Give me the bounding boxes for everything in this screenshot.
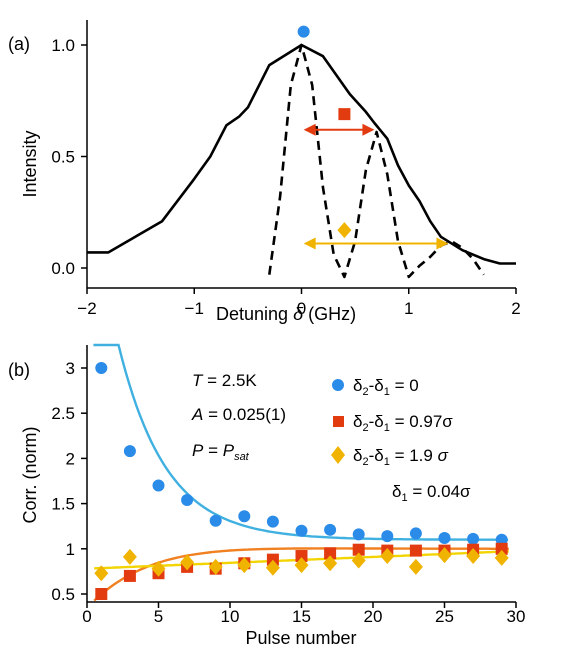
- panel-b-point-square: [95, 588, 108, 600]
- legend-marker-diamond: [331, 446, 345, 464]
- panel-a-arrow-head-right: [436, 237, 449, 250]
- panel-a-arrow-head-right: [362, 123, 375, 136]
- panel-a-x-tick-label: 1: [404, 299, 413, 318]
- panel-b-point-diamond: [151, 560, 166, 577]
- panel-a-y-tick-label: 0.5: [51, 148, 75, 167]
- panel-a-x-axis-label: Detuning δ (GHz): [216, 304, 356, 324]
- panel-b: (b) 0 5 10 15 20 25 30 0.5 1 1.5 2 2.5 3 Pulse numbe…: [8, 343, 525, 648]
- panel-b-point-circle: [381, 530, 394, 543]
- panel-b-y-tick-label: 3: [66, 359, 75, 378]
- panel-a-dashed-curve: [268, 43, 485, 279]
- panel-b-y-tick-label: 0.5: [51, 585, 75, 604]
- panel-b-y-tick-label: 1: [66, 540, 75, 559]
- annotation-temperature: T = 2.5K: [192, 371, 257, 390]
- panel-b-point-diamond: [180, 554, 195, 571]
- panel-b-x-tick-label: 25: [435, 607, 454, 626]
- annotation-delta1: δ1 = 0.04σ: [392, 482, 471, 504]
- panel-b-point-diamond: [94, 565, 109, 582]
- panel-b-point-circle: [352, 528, 365, 541]
- panel-b-x-tick-label: 10: [221, 607, 240, 626]
- panel-b-point-circle: [238, 510, 251, 523]
- panel-b-point-diamond: [294, 557, 309, 574]
- panel-a-x-tick-label: 0: [297, 299, 306, 318]
- panel-b-y-tick-label: 1.5: [51, 495, 75, 514]
- panel-a-y-tick-label: 1.0: [51, 36, 75, 55]
- legend-marker-circle: [332, 379, 344, 391]
- legend: δ2-δ1 = 0 δ2-δ1 = 0.97σ δ2-δ1 = 1.9 σ: [331, 376, 453, 468]
- panel-b-point-square: [295, 550, 308, 563]
- panel-b-point-square: [352, 543, 365, 556]
- panel-a-ticks: −2 −1 0 1 2 0.0 0.5 1.0: [51, 36, 520, 318]
- panel-b-x-tick-label: 5: [154, 607, 163, 626]
- legend-marker-square: [333, 416, 344, 427]
- panel-b-point-square: [123, 569, 136, 582]
- panel-b-point-circle: [495, 533, 508, 546]
- panel-b-point-square: [409, 544, 422, 557]
- panel-a-label: (a): [8, 34, 30, 54]
- panel-a-x-tick-label: −1: [185, 299, 204, 318]
- panel-b-x-tick-label: 30: [507, 607, 526, 626]
- panel-b-point-diamond: [122, 548, 137, 565]
- panel-a-arrow-head-left: [303, 123, 316, 136]
- panel-a-markers: [297, 25, 449, 250]
- panel-b-point-diamond: [437, 547, 452, 564]
- panel-a: (a) −2 −1 0 1 2 0.0 0.5 1.0 Detuning δ (GHz) In…: [8, 20, 521, 324]
- panel-a-solid-curve: [87, 43, 516, 265]
- panel-b-point-diamond: [408, 558, 423, 575]
- panel-b-point-diamond: [466, 548, 481, 565]
- panel-b-point-circle: [467, 532, 480, 545]
- panel-b-point-circle: [295, 524, 308, 537]
- panel-b-y-axis-label: Corr. (norm): [20, 426, 40, 523]
- panel-a-arrow: [303, 123, 375, 136]
- panel-a-y-tick-label: 0.0: [51, 259, 75, 278]
- panel-b-y-tick-label: 2.5: [51, 404, 75, 423]
- panel-b-point-circle: [123, 445, 136, 458]
- panel-b-point-square: [324, 547, 337, 560]
- panel-b-point-diamond: [323, 555, 338, 572]
- panel-a-marker-diamond: [337, 222, 352, 239]
- panel-b-point-diamond: [265, 559, 280, 576]
- panel-a-curves: [87, 43, 516, 279]
- panel-b-point-diamond: [351, 552, 366, 569]
- panel-a-x-tick-label: 2: [511, 299, 520, 318]
- legend-label-2: δ2-δ1 = 0.97σ: [353, 412, 453, 434]
- panel-a-y-axis-label: Intensity: [20, 130, 40, 197]
- legend-label-1: δ2-δ1 = 0: [353, 376, 419, 398]
- annotation-power: P = Psat: [192, 441, 250, 463]
- panel-b-x-axis-label: Pulse number: [245, 628, 356, 648]
- panel-a-arrow: [303, 237, 449, 250]
- panel-b-fit-curve: [93, 343, 509, 541]
- panel-a-x-tick-label: −2: [77, 299, 96, 318]
- panel-b-y-tick-label: 2: [66, 449, 75, 468]
- panel-b-x-tick-label: 15: [292, 607, 311, 626]
- panel-b-point-square: [495, 542, 508, 555]
- panel-b-point-circle: [438, 531, 451, 544]
- annotation-amplitude: A = 0.025(1): [191, 405, 286, 424]
- panel-b-point-diamond: [237, 557, 252, 574]
- legend-label-3: δ2-δ1 = 1.9 σ: [353, 446, 449, 468]
- panel-b-point-diamond: [494, 549, 509, 566]
- panel-b-point-circle: [152, 479, 165, 492]
- panel-b-point-circle: [409, 527, 422, 540]
- panel-b-point-circle: [266, 515, 279, 528]
- panel-b-x-tick-label: 0: [82, 607, 91, 626]
- panel-b-point-circle: [95, 362, 108, 374]
- panel-a-marker-square: [338, 108, 351, 121]
- panel-b-point-square: [266, 553, 279, 566]
- panel-b-point-diamond: [380, 548, 395, 565]
- panel-b-x-tick-label: 20: [364, 607, 383, 626]
- panel-a-marker-circle: [297, 25, 310, 38]
- panel-b-ticks: 0 5 10 15 20 25 30 0.5 1 1.5 2 2.5 3: [51, 359, 525, 626]
- panel-b-point-circle: [181, 493, 194, 506]
- panel-b-point-circle: [324, 523, 337, 536]
- panel-b-label: (b): [8, 360, 30, 380]
- panel-b-point-circle: [209, 514, 222, 527]
- panel-b-point-diamond: [208, 558, 223, 575]
- panel-b-points: [94, 362, 509, 600]
- panel-a-arrow-head-left: [303, 237, 316, 250]
